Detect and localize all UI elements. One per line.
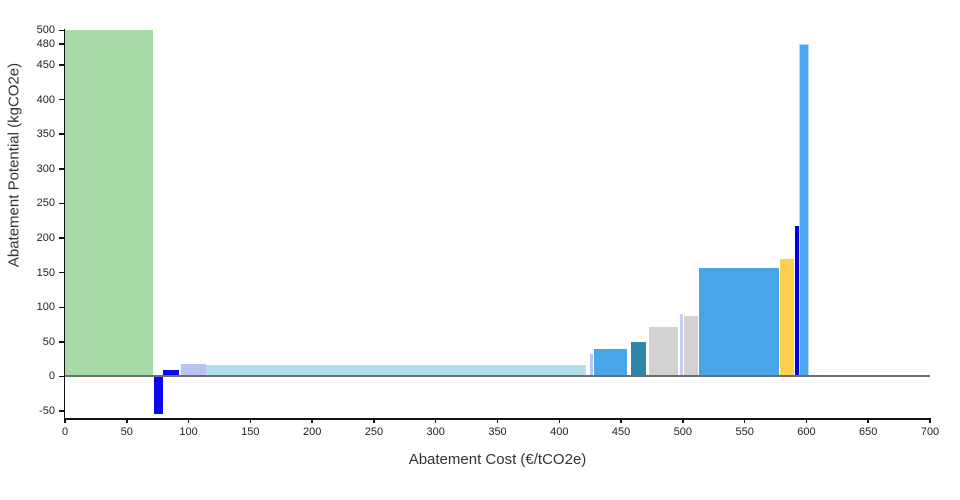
chart-bar — [649, 326, 678, 377]
x-tick-label: 50 — [120, 426, 133, 438]
x-tick — [620, 418, 622, 423]
y-tick-label: -50 — [39, 405, 55, 418]
chart-bar — [181, 364, 206, 377]
x-tick-label: 650 — [859, 426, 878, 438]
x-tick — [373, 418, 375, 423]
y-tick-label: 400 — [36, 93, 55, 106]
x-tick — [682, 418, 684, 423]
x-tick — [743, 418, 746, 423]
x-tick-label: 550 — [735, 426, 754, 438]
x-tick — [187, 418, 190, 423]
chart-bar — [593, 348, 628, 377]
x-tick-label: 100 — [179, 426, 198, 438]
y-tick — [58, 64, 64, 66]
y-tick-label: 100 — [36, 301, 55, 314]
y-tick — [58, 341, 64, 343]
zero-line — [65, 375, 930, 378]
y-tick — [58, 375, 64, 378]
y-tick-label: 200 — [36, 232, 55, 245]
y-tick — [58, 29, 64, 32]
x-tick-label: 300 — [426, 426, 445, 438]
x-tick — [496, 418, 499, 423]
chart-bar — [153, 376, 163, 414]
x-tick — [558, 418, 561, 423]
chart-bar — [799, 44, 809, 377]
y-tick-label: 150 — [36, 266, 55, 279]
y-tick — [58, 410, 64, 412]
chart-bar — [590, 353, 593, 377]
y-tick-label: 50 — [42, 335, 55, 348]
x-tick-label: 700 — [920, 426, 940, 438]
x-tick-label: 150 — [241, 426, 260, 438]
y-tick-label: 480 — [36, 38, 55, 51]
y-tick-label: 350 — [36, 128, 55, 141]
y-tick — [58, 306, 64, 308]
x-tick — [929, 418, 931, 423]
x-tick-label: 0 — [61, 426, 69, 438]
chart-bar — [205, 364, 587, 377]
y-tick — [58, 168, 64, 170]
chart-bar — [680, 314, 683, 377]
chart-bar — [162, 369, 179, 377]
y-tick — [58, 133, 64, 135]
x-tick-label: 200 — [302, 426, 322, 438]
x-tick-label: 600 — [797, 426, 816, 438]
y-tick — [58, 237, 64, 239]
x-tick-label: 500 — [673, 426, 693, 438]
x-tick — [126, 418, 128, 423]
chart-bar — [65, 30, 153, 377]
y-tick — [58, 271, 64, 274]
x-axis-title: Abatement Cost (€/tCO2e) — [408, 451, 587, 468]
chart-bar — [698, 267, 780, 377]
y-tick — [58, 98, 64, 101]
x-tick-label: 400 — [550, 426, 569, 438]
y-tick-label: 300 — [36, 162, 55, 175]
x-tick — [434, 418, 437, 423]
y-tick-label: 500 — [36, 24, 55, 37]
x-tick — [249, 418, 252, 423]
x-tick — [64, 418, 66, 423]
chart-bar — [630, 341, 646, 377]
y-tick-label: 250 — [36, 197, 55, 210]
y-tick — [58, 43, 64, 45]
plot-area — [65, 29, 930, 418]
chart-bar — [795, 225, 799, 377]
x-tick — [311, 418, 313, 423]
x-tick-label: 450 — [611, 426, 631, 438]
y-tick-label: 0 — [48, 370, 55, 383]
chart-bar — [684, 315, 698, 377]
x-tick-label: 350 — [488, 426, 507, 438]
y-tick-label: 450 — [36, 58, 55, 71]
x-tick — [867, 418, 869, 423]
y-axis-line — [63, 29, 65, 418]
x-tick — [805, 418, 808, 423]
chart-bar — [780, 259, 795, 377]
x-tick-label: 250 — [364, 426, 384, 438]
y-tick — [58, 202, 64, 205]
